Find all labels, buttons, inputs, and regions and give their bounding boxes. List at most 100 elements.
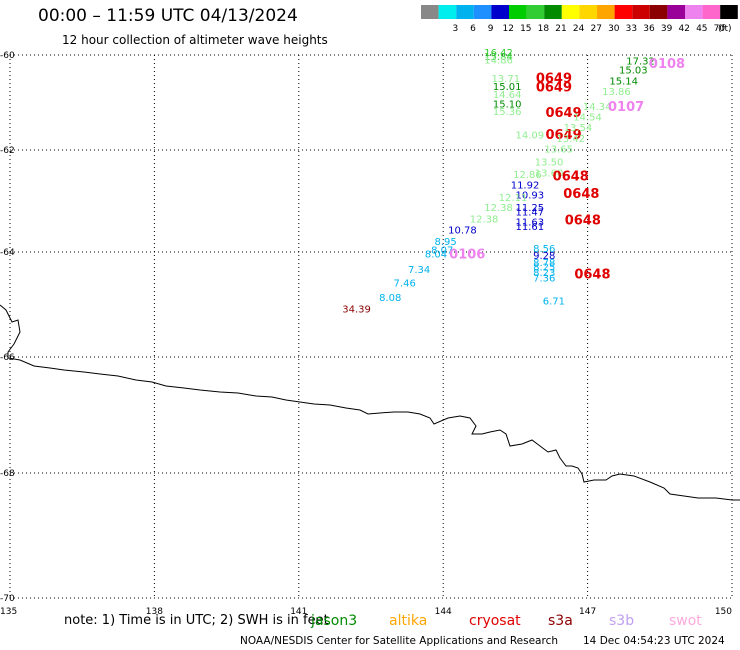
wave-height-label: 10.78 [448, 226, 477, 237]
wave-height-label: 13.71 [491, 74, 520, 85]
wave-height-label: 14.09 [516, 131, 545, 142]
credit-line: NOAA/NESDIS Center for Satellite Applica… [240, 635, 558, 647]
legend-label: 18 [538, 24, 550, 34]
wave-height-label: 34.39 [342, 304, 371, 315]
track-time-label: 0649 [545, 106, 581, 121]
footer-note: note: 1) Time is in UTC; 2) SWH is in fe… [64, 613, 329, 628]
latitude-label: -62 [0, 146, 15, 156]
longitude-label: 135 [0, 607, 17, 617]
wave-height-label: 10.93 [516, 190, 545, 201]
longitude-label: 144 [435, 607, 452, 617]
legend-label: 33 [626, 24, 637, 34]
latitude-label: -70 [0, 594, 15, 604]
legend-swatch [614, 5, 633, 19]
legend-swatch [667, 5, 685, 19]
track-time-label: 0648 [553, 170, 589, 185]
map-title: 00:00 – 11:59 UTC 04/13/2024 [38, 6, 298, 26]
wave-height-label: 11.25 [516, 203, 545, 214]
satellite-s3a: s3a [548, 613, 573, 629]
longitude-label: 141 [290, 607, 307, 617]
wave-height-label: 12.86 [513, 170, 542, 181]
antarctic-coastline [0, 304, 740, 501]
legend-swatch [720, 5, 738, 19]
wave-height-label: 12.38 [484, 203, 513, 214]
wave-height-label: 16.42 [484, 48, 513, 59]
wave-height-label: 13.65 [544, 145, 573, 156]
wave-height-label: 9.28 [533, 251, 555, 262]
longitude-label: 138 [146, 607, 163, 617]
track-time-label: 0648 [565, 213, 601, 228]
legend-label: 70 [714, 24, 726, 34]
wave-height-label: 13.54 [564, 123, 593, 134]
track-time-label: 0649 [545, 128, 581, 143]
wave-height-label: 11.47 [516, 207, 545, 218]
wave-height-label: 11.92 [511, 180, 540, 191]
wave-height-label: 13.86 [602, 87, 631, 98]
track-time-label: 0108 [649, 57, 685, 72]
wave-height-label: 8.95 [434, 237, 456, 248]
generated-timestamp: 14 Dec 04:54:23 UTC 2024 [583, 635, 725, 647]
wave-height-label: 8.07 [431, 246, 453, 257]
legend-swatch [702, 5, 721, 19]
legend-label: 24 [573, 24, 585, 34]
wave-height-label: 13.42 [556, 134, 585, 145]
legend-swatch [526, 5, 545, 19]
wave-height-label: 15.01 [493, 82, 522, 93]
track-time-label: 0649 [536, 81, 572, 96]
wave-height-label: 14.64 [493, 90, 522, 101]
wave-height-label: 15.84 [484, 52, 513, 63]
legend-label: 3 [453, 24, 459, 34]
wave-height-label: 11.63 [516, 217, 545, 228]
legend-label: 36 [643, 24, 655, 34]
wave-height-label: 13.60 [535, 169, 564, 180]
wave-height-label: 8.23 [533, 268, 555, 279]
legend-swatch [561, 5, 580, 19]
wave-height-label: 15.10 [493, 99, 522, 110]
legend-label: 6 [470, 24, 476, 34]
legend-swatch [438, 5, 457, 19]
latitude-label: -64 [0, 248, 15, 258]
legend-label: 21 [555, 24, 566, 34]
wave-height-label: 12.38 [470, 214, 499, 225]
legend-swatch [456, 5, 474, 19]
legend-label: 45 [696, 24, 707, 34]
legend-swatch [491, 5, 509, 19]
legend-swatch [473, 5, 492, 19]
legend-swatch [544, 5, 562, 19]
legend-swatch [509, 5, 527, 19]
wave-height-label: 15.03 [619, 66, 648, 77]
latitude-label: -60 [0, 51, 15, 61]
wave-height-label: 14.34 [583, 102, 612, 113]
track-time-label: 0648 [563, 187, 599, 202]
graticule [9, 54, 733, 599]
latitude-label: -66 [0, 353, 15, 363]
wave-height-label: 15.36 [493, 107, 522, 118]
wave-height-label: 8.08 [379, 293, 401, 304]
satellite-swot: swot [669, 613, 702, 629]
wave-height-label: 13.50 [535, 157, 564, 168]
wave-height-label: 8.25 [533, 262, 555, 273]
wave-height-label: 8.56 [533, 244, 555, 255]
wave-height-label: 11.61 [516, 222, 545, 233]
track-time-label: 0106 [449, 247, 485, 262]
legend-swatch [649, 5, 668, 19]
legend-label: 30 [608, 24, 620, 34]
satellite-key: jason3 altika cryosat s3a s3b swot [311, 613, 731, 631]
wave-height-label: 8.04 [425, 249, 447, 260]
longitude-label: 147 [579, 607, 596, 617]
legend-label: 15 [520, 24, 531, 34]
wave-height-label: 14.54 [573, 113, 602, 124]
legend-swatch [579, 5, 597, 19]
track-time-label: 0648 [574, 267, 610, 282]
legend-label: 27 [590, 24, 601, 34]
wave-height-label: 17.32 [626, 57, 655, 68]
track-time-label: 0107 [608, 100, 644, 115]
satellite-jason3: jason3 [311, 613, 358, 629]
wave-height-label: 15.14 [609, 76, 638, 87]
wave-height-label: 8.78 [533, 258, 555, 269]
legend-label: 42 [678, 24, 689, 34]
wave-height-label: 14.86 [484, 56, 513, 67]
map-subtitle: 12 hour collection of altimeter wave hei… [62, 33, 328, 47]
